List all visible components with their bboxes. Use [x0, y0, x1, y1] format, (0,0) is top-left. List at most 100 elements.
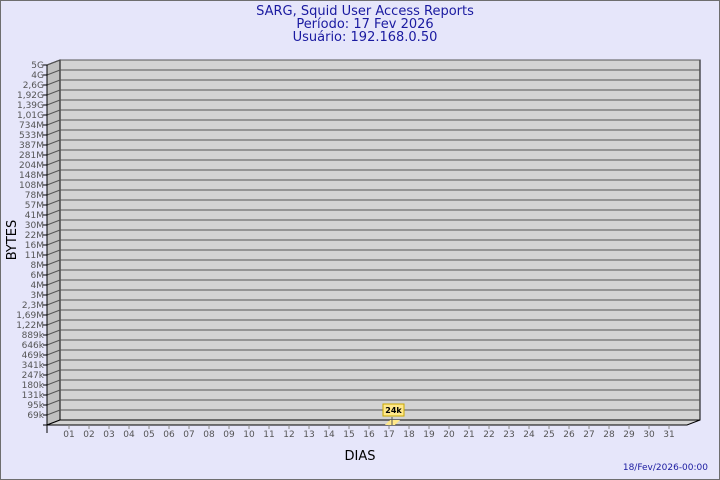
x-tick-label: 05	[143, 430, 154, 440]
gridline-side	[46, 59, 61, 66]
y-tick-label: 180k	[22, 381, 45, 391]
y-tick-label: 4G	[31, 71, 44, 81]
y-tick-label: 1,22M	[16, 321, 44, 331]
x-tick-label: 16	[363, 430, 375, 440]
y-tick-label: 11M	[25, 251, 44, 261]
gridline-side	[46, 179, 61, 186]
y-axis-label: BYTES	[5, 220, 20, 261]
x-tick-label: 02	[83, 430, 94, 440]
x-axis-label: DIAS	[345, 449, 376, 464]
y-tick-label: 1,69M	[16, 311, 44, 321]
x-tick-label: 21	[463, 430, 474, 440]
y-tick-label: 387M	[19, 141, 44, 151]
x-tick-label: 09	[223, 430, 235, 440]
gridline-side	[46, 129, 61, 136]
y-tick-label: 69k	[27, 411, 44, 421]
y-tick-label: 5G	[31, 61, 44, 71]
x-tick-label: 23	[503, 430, 514, 440]
y-tick-label: 2,6G	[23, 81, 44, 91]
x-tick-label: 24	[523, 430, 535, 440]
y-tick-label: 469k	[22, 351, 45, 361]
gridline-side	[46, 309, 61, 316]
x-tick-label: 15	[343, 430, 354, 440]
y-tick-label: 95k	[27, 401, 44, 411]
y-tick-label: 41M	[25, 211, 44, 221]
gridline-side	[46, 189, 61, 196]
gridline-side	[46, 389, 61, 396]
gridline-side	[46, 89, 61, 96]
x-tick-label: 19	[423, 430, 435, 440]
y-tick-label: 734M	[19, 121, 44, 131]
gridline-side	[46, 329, 61, 336]
chart-title: SARG, Squid User Access Reports	[256, 4, 474, 19]
gridline-side	[46, 119, 61, 126]
gridline-side	[46, 299, 61, 306]
x-tick-label: 10	[243, 430, 255, 440]
x-tick-label: 01	[63, 430, 74, 440]
y-tick-label: 1,01G	[17, 111, 44, 121]
chart-user: Usuário: 192.168.0.50	[293, 30, 438, 45]
gridline-side	[46, 69, 61, 76]
gridline-side	[46, 219, 61, 226]
gridline-side	[46, 349, 61, 356]
x-tick-label: 27	[583, 430, 594, 440]
y-tick-label: 1,92G	[17, 91, 44, 101]
x-tick-label: 12	[283, 430, 294, 440]
y-tick-label: 108M	[19, 181, 44, 191]
x-tick-label: 04	[123, 430, 135, 440]
generated-timestamp: 18/Fev/2026-00:00	[623, 463, 708, 473]
x-tick-label: 26	[563, 430, 575, 440]
y-tick-label: 281M	[19, 151, 44, 161]
y-tick-label: 533M	[19, 131, 44, 141]
gridline-side	[46, 259, 61, 266]
gridline-side	[46, 139, 61, 146]
gridline-side	[46, 249, 61, 256]
y-tick-label: 204M	[19, 161, 44, 171]
gridline-side	[46, 169, 61, 176]
gridline-side	[46, 399, 61, 406]
gridline-side	[46, 279, 61, 286]
y-tick-label: 889k	[22, 331, 45, 341]
y-tick-label: 22M	[25, 231, 44, 241]
x-tick-label: 30	[643, 430, 655, 440]
y-tick-label: 4M	[31, 281, 45, 291]
gridline-side	[46, 269, 61, 276]
x-tick-label: 08	[203, 430, 215, 440]
floor	[46, 419, 701, 426]
y-tick-label: 1,39G	[17, 101, 44, 111]
gridline-side	[46, 199, 61, 206]
y-tick-label: 341k	[22, 361, 45, 371]
gridline-side	[46, 379, 61, 386]
x-tick-label: 20	[443, 430, 455, 440]
x-tick-label: 06	[163, 430, 175, 440]
gridline-side	[46, 229, 61, 236]
chart-period: Período: 17 Fev 2026	[296, 17, 433, 32]
gridline-side	[46, 99, 61, 106]
x-tick-label: 22	[483, 430, 494, 440]
gridline-side	[46, 409, 61, 416]
x-tick-label: 25	[543, 430, 554, 440]
gridline-side	[46, 339, 61, 346]
gridline-side	[46, 289, 61, 296]
y-tick-label: 131k	[22, 391, 45, 401]
bar-label-box	[382, 403, 405, 417]
y-tick-label: 6M	[31, 271, 45, 281]
y-tick-label: 8M	[31, 261, 45, 271]
x-tick-label: 31	[663, 430, 674, 440]
y-tick-label: 57M	[25, 201, 44, 211]
x-tick-label: 28	[603, 430, 615, 440]
x-tick-label: 07	[183, 430, 194, 440]
gridline-side	[46, 109, 61, 116]
x-tick-label: 14	[323, 430, 335, 440]
gridline-side	[46, 319, 61, 326]
y-tick-label: 78M	[25, 191, 44, 201]
gridline-side	[46, 159, 61, 166]
x-tick-label: 29	[623, 430, 635, 440]
x-tick-label: 13	[303, 430, 314, 440]
y-tick-label: 148M	[19, 171, 44, 181]
x-tick-label: 17	[383, 430, 394, 440]
y-tick-label: 16M	[25, 241, 44, 251]
gridline-side	[46, 239, 61, 246]
gridline-side	[46, 209, 61, 216]
